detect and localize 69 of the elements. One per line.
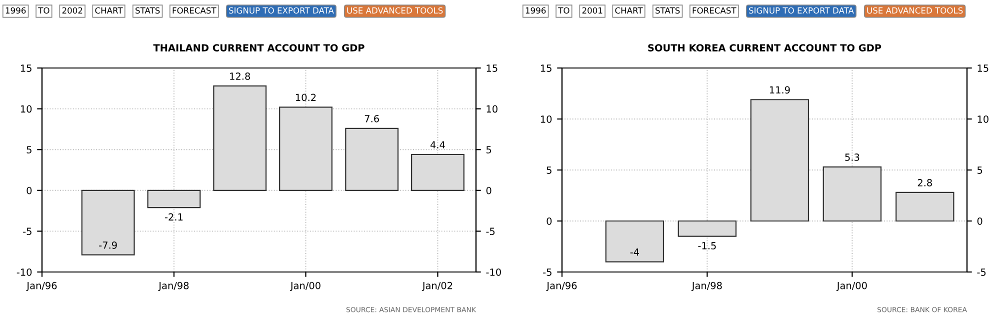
y2-tick-label: 0	[486, 186, 492, 194]
x-tick-label: Jan/96	[26, 282, 57, 292]
data-label: 4.4	[430, 141, 445, 148]
y2-tick-label: -5	[486, 228, 495, 236]
text: CHART	[95, 7, 123, 14]
data-label: 11.9	[770, 86, 790, 94]
text: STATS	[656, 7, 680, 14]
data-label: 7.6	[364, 114, 379, 122]
x-tick-label: Jan/02	[422, 282, 452, 292]
text: USE ADVANCED TOOLS	[867, 7, 963, 14]
bar	[896, 192, 954, 222]
x-tick-label: Jan/96	[546, 282, 577, 292]
text: USE ADVANCED TOOLS	[347, 7, 443, 14]
y-tick-label: 15	[540, 64, 552, 72]
bar	[81, 190, 135, 256]
text: CHART	[615, 7, 643, 14]
x-tick-label: Jan/98	[158, 282, 189, 292]
text: 1996	[526, 7, 546, 14]
bar	[410, 154, 464, 191]
y-tick-label: 5	[546, 166, 552, 174]
x-tick-label: Jan/00	[290, 282, 320, 292]
bar	[213, 85, 267, 191]
y2-tick-label: 15	[486, 64, 498, 72]
data-label: 10.2	[296, 94, 316, 102]
y2-tick-label: 10	[486, 105, 498, 113]
text: 2002	[62, 7, 82, 14]
bar	[822, 166, 882, 222]
bar	[605, 220, 664, 262]
data-label: -4	[630, 248, 639, 256]
y-tick-label: 10	[20, 105, 32, 113]
data-label: 12.8	[230, 72, 250, 80]
bar	[279, 106, 332, 191]
y2-tick-label: 5	[486, 146, 492, 154]
data-label: -1.5	[698, 242, 716, 250]
y2-tick-label: 5	[977, 166, 982, 174]
y-tick-label: -5	[23, 228, 32, 236]
text: SIGNUP TO EXPORT DATA	[749, 7, 854, 14]
chart-title: SOUTH KOREA CURRENT ACCOUNT TO GDP	[648, 44, 882, 52]
chart-title: THAILAND CURRENT ACCOUNT TO GDP	[153, 44, 364, 52]
x-tick-label: Jan/98	[691, 282, 722, 292]
data-label: 2.8	[918, 179, 932, 186]
y2-tick-label: 10	[978, 115, 988, 123]
bar	[678, 220, 737, 237]
y-tick-label: 10	[540, 115, 552, 123]
y2-tick-label: -5	[977, 268, 986, 276]
y-tick-label: -5	[543, 268, 552, 276]
y-tick-label: 0	[26, 186, 32, 194]
x-tick-label: Jan/00	[836, 282, 867, 292]
data-label: -7.9	[99, 241, 117, 249]
text: STATS	[136, 7, 160, 14]
y2-tick-label: 0	[977, 217, 982, 225]
text: FORECAST	[172, 7, 216, 14]
y2-tick-label: -10	[486, 268, 501, 276]
text: 2001	[582, 7, 602, 14]
text: TO	[38, 7, 50, 14]
bar	[345, 128, 399, 191]
data-label: -2.1	[164, 213, 183, 220]
bar	[750, 99, 810, 222]
y-tick-label: 0	[546, 217, 552, 225]
y2-tick-label: 15	[978, 64, 988, 72]
bar	[147, 190, 201, 208]
text: SIGNUP TO EXPORT DATA	[229, 7, 334, 14]
y-tick-label: -10	[16, 268, 32, 276]
y-tick-label: 15	[20, 64, 32, 72]
data-label: 5.3	[845, 154, 860, 161]
y-tick-label: 5	[26, 146, 32, 154]
text: 1996	[6, 7, 26, 14]
text: TO	[558, 7, 570, 14]
text: FORECAST	[692, 7, 736, 14]
